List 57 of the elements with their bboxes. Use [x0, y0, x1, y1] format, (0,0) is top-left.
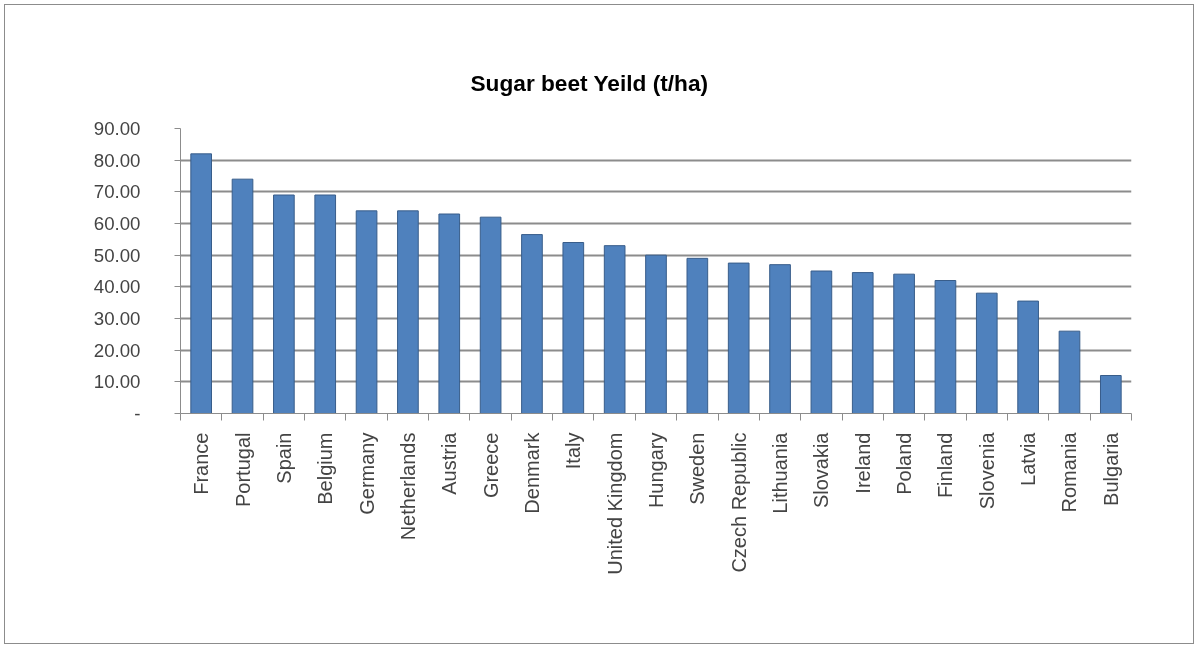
x-tick-label: Germany	[355, 432, 378, 515]
x-tick-label: Czech Republic	[727, 432, 750, 573]
x-tick-label: Belgium	[314, 432, 337, 505]
x-tick-label: Finland	[934, 432, 957, 499]
bar	[231, 178, 254, 414]
x-tick-label: Latvia	[1017, 431, 1040, 486]
bar	[851, 272, 874, 414]
y-tick-label: 10.00	[93, 371, 141, 393]
x-tick-label: Italy	[562, 432, 585, 470]
x-tick-label: Slovakia	[810, 431, 833, 509]
x-tick-label: Slovenia	[975, 431, 998, 510]
bar	[893, 273, 915, 414]
x-tick-label: United Kingdom	[603, 432, 626, 575]
bar	[562, 242, 585, 414]
x-tick-label: Sweden	[686, 432, 709, 505]
x-tick-label: France	[190, 432, 213, 495]
y-tick-label: 90.00	[93, 118, 141, 139]
y-tick-label: 30.00	[93, 308, 141, 329]
bar	[521, 234, 543, 414]
bar	[273, 194, 295, 414]
bar	[810, 270, 833, 414]
y-tick-label: 50.00	[93, 244, 141, 266]
bar	[645, 254, 667, 414]
x-tick-label: Lithuania	[769, 431, 792, 514]
bar	[355, 210, 378, 414]
y-tick-label: 40.00	[93, 276, 141, 298]
x-tick-label: Poland	[893, 432, 916, 495]
x-tick-label: Ireland	[851, 432, 874, 494]
bar	[934, 280, 957, 414]
y-tick-label: 70.00	[93, 181, 141, 203]
y-tick-label: 60.00	[93, 213, 141, 234]
bar	[438, 213, 461, 414]
bar	[314, 194, 337, 414]
x-tick-label: Austria	[438, 431, 461, 495]
bar	[603, 245, 626, 414]
x-tick-label: Portugal	[231, 432, 254, 507]
chart-title: Sugar beet Yeild (t/ha)	[470, 69, 709, 96]
x-tick-label: Bulgaria	[1099, 431, 1122, 506]
bar	[727, 262, 750, 414]
bar	[1017, 300, 1039, 414]
bar	[190, 153, 213, 414]
x-tick-label: Spain	[272, 432, 295, 484]
bar	[769, 264, 791, 414]
y-tick-label: 20.00	[93, 339, 141, 361]
bar	[479, 216, 502, 414]
x-tick-label: Greece	[479, 432, 502, 499]
x-tick-label: Hungary	[645, 432, 667, 509]
y-tick-label: 80.00	[93, 149, 141, 171]
x-tick-label: Romania	[1058, 431, 1081, 513]
bar	[1099, 375, 1122, 414]
y-tick-label: -	[134, 403, 141, 424]
bar	[397, 210, 419, 414]
bar	[686, 257, 709, 414]
bar	[975, 292, 998, 414]
x-tick-label: Netherlands	[396, 432, 419, 541]
bar	[1058, 330, 1081, 414]
x-tick-label: Denmark	[520, 431, 543, 514]
